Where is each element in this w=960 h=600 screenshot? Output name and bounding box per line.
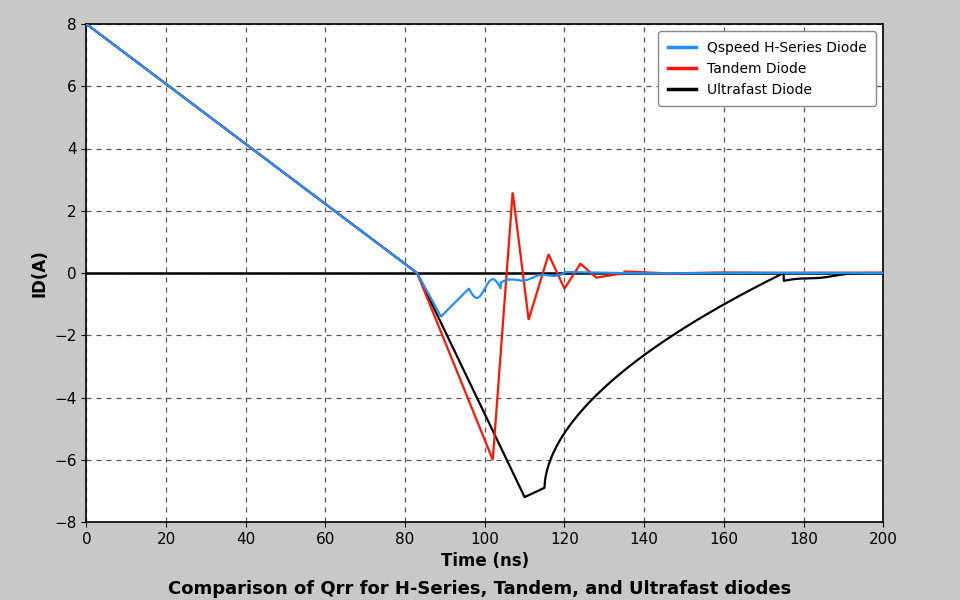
Qspeed H-Series Diode	[219, 124, 230, 131]
Ultrafast Diode	[219, 124, 230, 131]
Tandem Diode	[81, 20, 92, 28]
Ultrafast Diode	[386, 250, 397, 257]
Line: Ultrafast Diode: Ultrafast Diode	[86, 24, 883, 497]
Qspeed H-Series Diode	[420, 287, 432, 294]
Ultrafast Diode	[81, 20, 92, 28]
Ultrafast Diode	[877, 269, 889, 277]
Ultrafast Diode	[420, 289, 432, 296]
Qspeed H-Series Diode	[386, 250, 397, 257]
Qspeed H-Series Diode	[777, 269, 788, 277]
Qspeed H-Series Diode	[877, 269, 889, 277]
Tandem Diode	[777, 269, 788, 277]
Tandem Diode	[219, 124, 230, 131]
Tandem Diode	[386, 250, 397, 257]
Tandem Diode	[862, 269, 874, 276]
Qspeed H-Series Diode	[172, 89, 183, 96]
Qspeed H-Series Diode	[435, 313, 446, 320]
Legend: Qspeed H-Series Diode, Tandem Diode, Ultrafast Diode: Qspeed H-Series Diode, Tandem Diode, Ult…	[659, 31, 876, 106]
X-axis label: Time (ns): Time (ns)	[441, 552, 529, 570]
Ultrafast Diode	[172, 89, 183, 96]
Line: Tandem Diode: Tandem Diode	[86, 24, 883, 460]
Text: Comparison of Qrr for H-Series, Tandem, and Ultrafast diodes: Comparison of Qrr for H-Series, Tandem, …	[168, 580, 792, 598]
Qspeed H-Series Diode	[862, 269, 874, 277]
Ultrafast Diode	[519, 493, 531, 500]
Tandem Diode	[420, 293, 432, 300]
Line: Qspeed H-Series Diode: Qspeed H-Series Diode	[86, 24, 883, 316]
Y-axis label: ID(A): ID(A)	[31, 249, 49, 297]
Tandem Diode	[487, 456, 498, 463]
Ultrafast Diode	[862, 269, 874, 277]
Qspeed H-Series Diode	[81, 20, 92, 28]
Ultrafast Diode	[777, 270, 788, 277]
Tandem Diode	[172, 89, 183, 96]
Tandem Diode	[877, 269, 889, 277]
